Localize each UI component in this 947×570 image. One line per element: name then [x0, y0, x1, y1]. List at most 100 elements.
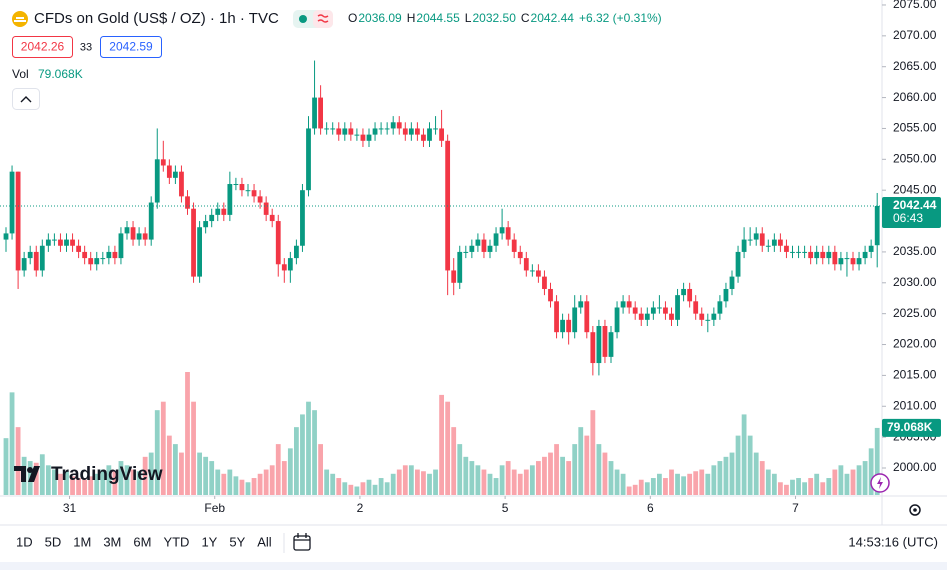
candle-body: [469, 245, 475, 252]
volume-bar: [596, 444, 602, 495]
candle-body: [294, 245, 299, 259]
range-button[interactable]: YTD: [163, 534, 189, 549]
volume-bar: [130, 469, 136, 495]
candle-body: [372, 128, 378, 135]
candle-body: [699, 313, 705, 320]
y-tick-label: 2030.00: [893, 275, 937, 289]
y-tick-label: 2050.00: [893, 151, 937, 165]
range-button[interactable]: All: [257, 534, 272, 549]
candle-body: [227, 184, 233, 215]
candle-body: [70, 239, 75, 246]
range-button[interactable]: 3M: [103, 534, 121, 549]
candle-body: [687, 288, 693, 302]
candle-body: [427, 128, 432, 141]
volume-bar: [578, 427, 584, 495]
volume-bar: [765, 469, 771, 495]
volume-bar: [657, 473, 662, 495]
candle-body: [826, 251, 832, 259]
volume-bar: [542, 456, 547, 495]
volume-bar: [336, 478, 342, 495]
ask-box[interactable]: [100, 36, 162, 58]
candle-body: [487, 245, 493, 252]
spread: 33: [80, 41, 92, 53]
volume-tag: [882, 418, 941, 437]
volume-bar: [723, 456, 729, 495]
volume-bar: [173, 444, 178, 495]
volume-bar: [820, 482, 826, 495]
candle-body: [602, 326, 608, 357]
collapse-button[interactable]: [12, 88, 40, 110]
candle-body: [275, 221, 281, 265]
ohlc-value: 2032.50: [472, 11, 516, 25]
ohlc-key: H: [407, 11, 416, 25]
plot-area: [0, 60, 882, 495]
logo-text: TradingView: [51, 464, 163, 485]
candle-body: [475, 239, 481, 246]
volume-bar: [439, 394, 444, 495]
delayed-icon: [317, 14, 329, 23]
volume-bar: [669, 469, 674, 495]
range-button[interactable]: 5D: [45, 534, 62, 549]
volume-bar: [548, 452, 553, 495]
volume-bar: [58, 473, 63, 495]
volume-bar: [735, 435, 741, 495]
candle-body: [693, 301, 699, 314]
volume-bar: [294, 427, 299, 495]
candle-body: [771, 239, 777, 246]
candle-body: [862, 251, 868, 259]
candle-body: [481, 239, 487, 252]
volume-bar: [148, 452, 154, 495]
volume-bar: [94, 473, 100, 495]
candle-body: [239, 184, 245, 191]
volume-bar: [15, 427, 21, 495]
settings-button[interactable]: [909, 504, 921, 516]
volume-bar: [318, 444, 323, 495]
volume-bar: [45, 465, 51, 495]
candle-body: [548, 288, 553, 302]
range-button[interactable]: 5Y: [229, 534, 245, 549]
volume-bar: [203, 456, 209, 495]
volume-bar: [3, 438, 9, 495]
volume-bar: [384, 482, 390, 495]
candle-body: [620, 301, 626, 308]
candle-body: [856, 258, 862, 265]
volume-bar: [844, 473, 850, 495]
symbol-title[interactable]: CFDs on Gold (US$ / OZ) · 1h · TVC: [34, 10, 279, 27]
range-button[interactable]: 6M: [133, 534, 151, 549]
ohlc-value: 2042.44: [531, 11, 575, 25]
candle-body: [765, 245, 771, 247]
candle-body: [711, 313, 717, 320]
candle-body: [814, 251, 820, 259]
candle-body: [348, 128, 354, 135]
bid-box[interactable]: [12, 36, 73, 58]
y-tick-label: 2000.00: [893, 460, 937, 474]
ask-price: 2042.59: [109, 40, 153, 54]
volume-bar: [505, 461, 511, 495]
candle-body: [300, 190, 305, 246]
range-button[interactable]: 1D: [16, 534, 33, 549]
range-button[interactable]: 1M: [73, 534, 91, 549]
volume-bar: [166, 435, 172, 495]
volume-bar: [39, 454, 45, 495]
candle-body: [675, 295, 680, 320]
date-range-button[interactable]: [293, 535, 311, 551]
candle-body: [130, 227, 136, 240]
candle-body: [439, 128, 444, 141]
range-button[interactable]: 1Y: [201, 534, 217, 549]
candle-body: [245, 190, 251, 192]
volume-bar: [106, 465, 112, 495]
candle-body: [868, 245, 874, 252]
candle-body: [191, 208, 196, 277]
ohlc-key: L: [465, 11, 472, 25]
status-pill-right: [313, 10, 333, 28]
volume-bar: [64, 471, 69, 495]
candle-body: [741, 239, 747, 252]
candle-body: [82, 251, 88, 259]
clock[interactable]: 14:53:16 (UTC): [848, 534, 938, 549]
volume-bar: [469, 461, 475, 495]
volume-bar: [233, 476, 239, 495]
volume-bar: [52, 469, 57, 495]
date-range-icon: [294, 533, 310, 541]
volume-bar: [614, 469, 620, 495]
